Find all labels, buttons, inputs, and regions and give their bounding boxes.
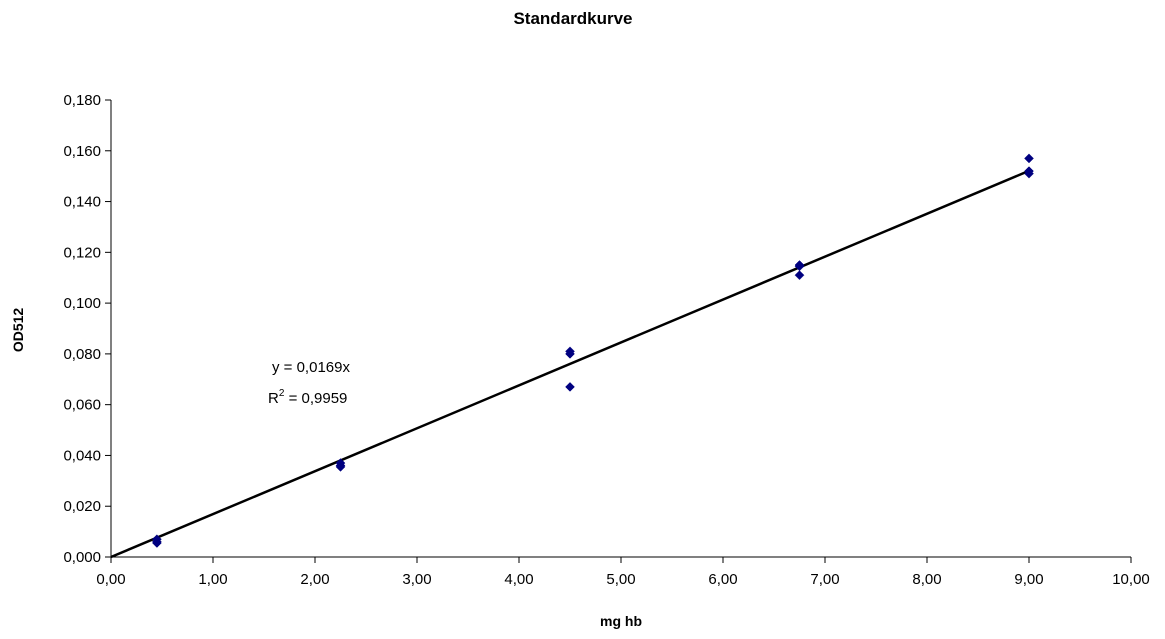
r2-value: = 0,9959 bbox=[284, 390, 347, 407]
y-tick-label: 0,160 bbox=[63, 143, 101, 160]
y-axis-title: OD512 bbox=[10, 308, 26, 353]
data-point bbox=[152, 538, 162, 548]
x-tick-label: 0,00 bbox=[96, 571, 125, 588]
y-axis-ticks: 0,000 0,020 0,040 0,060 0,080 0,100 0,120 0,140… bbox=[63, 92, 111, 566]
y-tick-label: 0,080 bbox=[63, 346, 101, 363]
x-tick-label: 1,00 bbox=[198, 571, 227, 588]
x-tick-label: 4,00 bbox=[504, 571, 533, 588]
chart-title: Standardkurve bbox=[513, 9, 632, 28]
trendline-r2: R2 = 0,9959 bbox=[268, 388, 347, 407]
x-tick-label: 9,00 bbox=[1014, 571, 1043, 588]
data-points bbox=[152, 153, 1034, 548]
data-point bbox=[794, 270, 805, 281]
x-tick-label: 7,00 bbox=[810, 571, 839, 588]
data-point bbox=[565, 349, 575, 359]
data-point bbox=[565, 382, 575, 392]
x-tick-label: 3,00 bbox=[402, 571, 431, 588]
trendline bbox=[110, 169, 1030, 559]
r2-superscript: 2 bbox=[279, 388, 285, 399]
x-tick-label: 10,00 bbox=[1112, 571, 1150, 588]
x-tick-label: 2,00 bbox=[300, 571, 329, 588]
y-tick-label: 0,120 bbox=[63, 244, 101, 261]
y-tick-label: 0,180 bbox=[63, 92, 101, 109]
y-tick-label: 0,000 bbox=[63, 549, 101, 566]
y-tick-label: 0,060 bbox=[63, 397, 101, 414]
y-tick-label: 0,140 bbox=[63, 194, 101, 211]
data-point bbox=[794, 261, 805, 272]
y-tick-label: 0,040 bbox=[63, 447, 101, 464]
x-tick-label: 8,00 bbox=[912, 571, 941, 588]
x-tick-label: 5,00 bbox=[606, 571, 635, 588]
x-tick-label: 6,00 bbox=[708, 571, 737, 588]
data-point bbox=[1024, 168, 1034, 179]
x-axis-title: mg hb bbox=[600, 613, 642, 629]
r2-prefix: R bbox=[268, 390, 279, 407]
data-point bbox=[335, 462, 346, 472]
data-point bbox=[1024, 153, 1034, 164]
trendline-equation: y = 0,0169x bbox=[272, 359, 350, 376]
y-tick-label: 0,100 bbox=[63, 295, 101, 312]
y-tick-label: 0,020 bbox=[63, 498, 101, 515]
x-axis-ticks: 0,00 1,00 2,00 3,00 4,00 5,00 6,00 7,00 8,00 9,00… bbox=[96, 557, 1150, 588]
